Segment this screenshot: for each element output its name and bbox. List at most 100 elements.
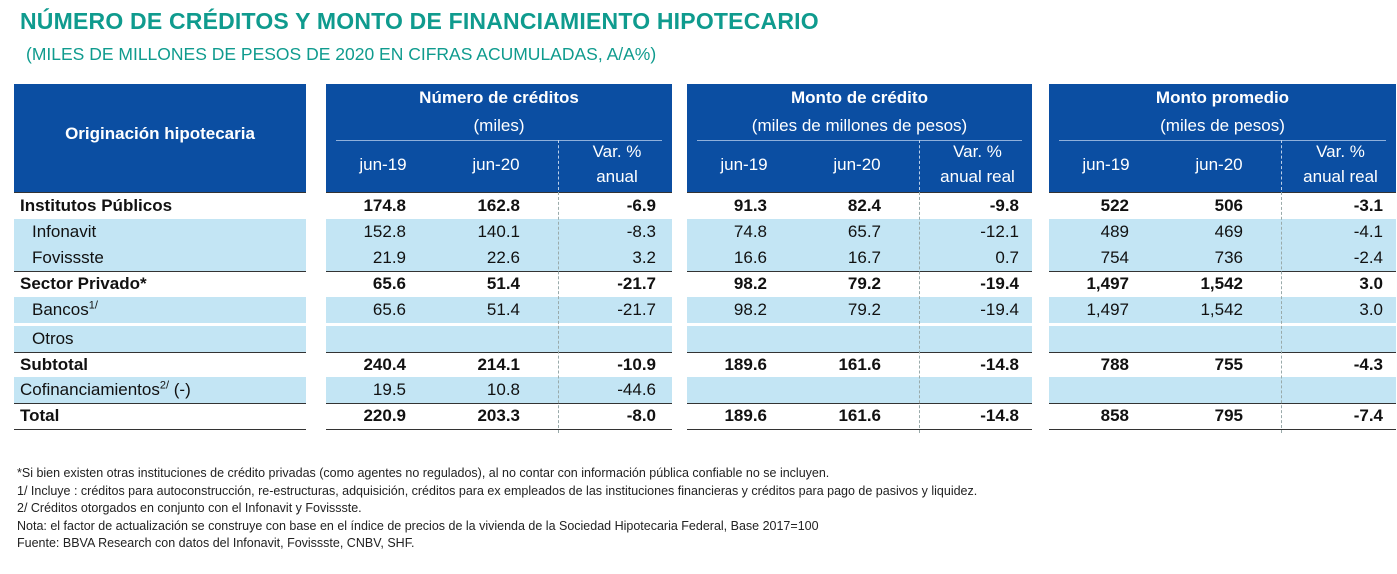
row-label-text: Bancos xyxy=(32,300,89,319)
table-header: Número de créditos (miles) jun-19 jun-20 Var… xyxy=(326,84,672,192)
table-row: 65.6 51.4 -21.7 xyxy=(326,271,672,297)
table-cell: -14.8 xyxy=(980,406,1019,425)
table-cell: -19.4 xyxy=(980,300,1019,319)
table-cell: 1,497 xyxy=(1086,300,1129,319)
header-column-divider xyxy=(558,140,559,190)
table-row: 91.3 82.4 -9.8 xyxy=(687,192,1032,219)
row-label-text: Sector Privado* xyxy=(20,274,147,293)
table-cell: 1,497 xyxy=(1086,274,1129,293)
table-cell: 858 xyxy=(1100,406,1129,425)
table-cell: 98.2 xyxy=(733,274,767,293)
col-header-var-sub: anual real xyxy=(940,167,1015,186)
group-title: Monto promedio xyxy=(1155,88,1290,107)
table-cell: 140.1 xyxy=(477,222,520,241)
table-cell: 795 xyxy=(1214,406,1243,425)
table-cell: 19.5 xyxy=(372,380,406,399)
table-cell: 0.7 xyxy=(995,248,1019,267)
table-row: Fovissste xyxy=(14,245,306,272)
table-row: 152.8 140.1 -8.3 xyxy=(326,219,672,245)
table-row xyxy=(687,377,1032,404)
table-cell: 203.3 xyxy=(477,406,520,425)
table-cell: 3.0 xyxy=(1359,300,1383,319)
table-cell: 161.6 xyxy=(838,406,881,425)
header-divider xyxy=(336,140,662,141)
table-row: 65.6 51.4 -21.7 xyxy=(326,297,672,323)
table-cell: 506 xyxy=(1214,196,1243,215)
footnote-marker: 2/ xyxy=(159,379,170,392)
row-label-text: Infonavit xyxy=(32,222,97,241)
table-cell: 174.8 xyxy=(363,196,406,215)
table-cell: 189.6 xyxy=(724,406,767,425)
table-row: 19.5 10.8 -44.6 xyxy=(326,377,672,404)
footnote: Nota: el factor de actualización se cons… xyxy=(17,518,819,533)
table-row: Sector Privado* xyxy=(14,271,306,297)
col-header-var: Var. % xyxy=(1316,142,1365,161)
table-cell: 65.7 xyxy=(847,222,881,241)
table-row: Institutos Públicos xyxy=(14,192,306,219)
table-cell: 65.6 xyxy=(372,300,406,319)
column-divider xyxy=(919,192,920,433)
table-cell: 469 xyxy=(1214,222,1243,241)
table-cell: -19.4 xyxy=(980,274,1019,293)
col-header-var-sub: anual xyxy=(596,167,638,186)
table-row: 21.9 22.6 3.2 xyxy=(326,245,672,272)
table-cell: 3.2 xyxy=(632,248,656,267)
table-cell: 162.8 xyxy=(477,196,520,215)
table-cell: 3.0 xyxy=(1359,274,1383,293)
table-row: 189.6 161.6 -14.8 xyxy=(687,403,1032,430)
table-cell: 51.4 xyxy=(486,274,520,293)
table-cell: 755 xyxy=(1214,355,1243,374)
table-cell: -21.7 xyxy=(617,300,656,319)
row-label-text: Total xyxy=(20,406,60,425)
table-header: Originación hipotecaria xyxy=(14,84,306,192)
table-cell: 16.7 xyxy=(847,248,881,267)
group-title: Monto de crédito xyxy=(791,88,928,107)
table-cell: -6.9 xyxy=(626,196,656,215)
col-header-jun19: jun-19 xyxy=(359,155,407,174)
table-cell: -7.4 xyxy=(1353,406,1383,425)
column-divider xyxy=(558,192,559,433)
row-label: Institutos Públicos xyxy=(20,193,172,219)
table-row: 98.2 79.2 -19.4 xyxy=(687,271,1032,297)
row-label: Otros xyxy=(32,326,74,352)
table-cell: 240.4 xyxy=(363,355,406,374)
page-title: NÚMERO DE CRÉDITOS Y MONTO DE FINANCIAMI… xyxy=(20,8,819,34)
table-cell: -8.0 xyxy=(626,406,656,425)
header-column-divider xyxy=(1281,140,1282,190)
table-cell: 10.8 xyxy=(486,380,520,399)
table-cell: 754 xyxy=(1100,248,1129,267)
col-header-jun19: jun-19 xyxy=(720,155,768,174)
row-label: Cofinanciamientos2/ (-) xyxy=(20,377,191,403)
row-label: Total xyxy=(20,403,59,429)
table-cell: 98.2 xyxy=(733,300,767,319)
row-label: Infonavit xyxy=(32,219,96,245)
table-row: 522 506 -3.1 xyxy=(1049,192,1396,219)
row-label-text: Fovissste xyxy=(32,248,104,267)
table-row: 754 736 -2.4 xyxy=(1049,245,1396,272)
header-divider xyxy=(697,140,1022,141)
row-label-text: Institutos Públicos xyxy=(20,196,173,215)
page-subtitle: (MILES DE MILLONES DE PESOS DE 2020 EN C… xyxy=(26,44,657,64)
table-cell: 79.2 xyxy=(847,274,881,293)
table-row: 240.4 214.1 -10.9 xyxy=(326,352,672,379)
table-cell: 220.9 xyxy=(363,406,406,425)
table-row: 16.6 16.7 0.7 xyxy=(687,245,1032,272)
table-cell: 522 xyxy=(1100,196,1129,215)
row-label-column: Originación hipotecaria Institutos Públic… xyxy=(14,84,306,433)
footnotes: *Si bien existen otras instituciones de … xyxy=(17,465,977,553)
table-row: Total xyxy=(14,403,306,430)
table-cell: 214.1 xyxy=(477,355,520,374)
col-header-var: Var. % xyxy=(592,142,642,161)
table-row: 489 469 -4.1 xyxy=(1049,219,1396,245)
row-label: Sector Privado* xyxy=(20,271,147,297)
table-row xyxy=(687,326,1032,353)
table-cell: -4.3 xyxy=(1353,355,1383,374)
table-row: 220.9 203.3 -8.0 xyxy=(326,403,672,430)
table-cell: 22.6 xyxy=(486,248,520,267)
table-cell: -4.1 xyxy=(1353,222,1383,241)
row-label-header: Originación hipotecaria xyxy=(65,124,255,143)
group-title: Número de créditos xyxy=(419,88,579,107)
col-header-var: Var. % xyxy=(953,142,1002,161)
table-row: 74.8 65.7 -12.1 xyxy=(687,219,1032,245)
table-row: Cofinanciamientos2/ (-) xyxy=(14,377,306,404)
